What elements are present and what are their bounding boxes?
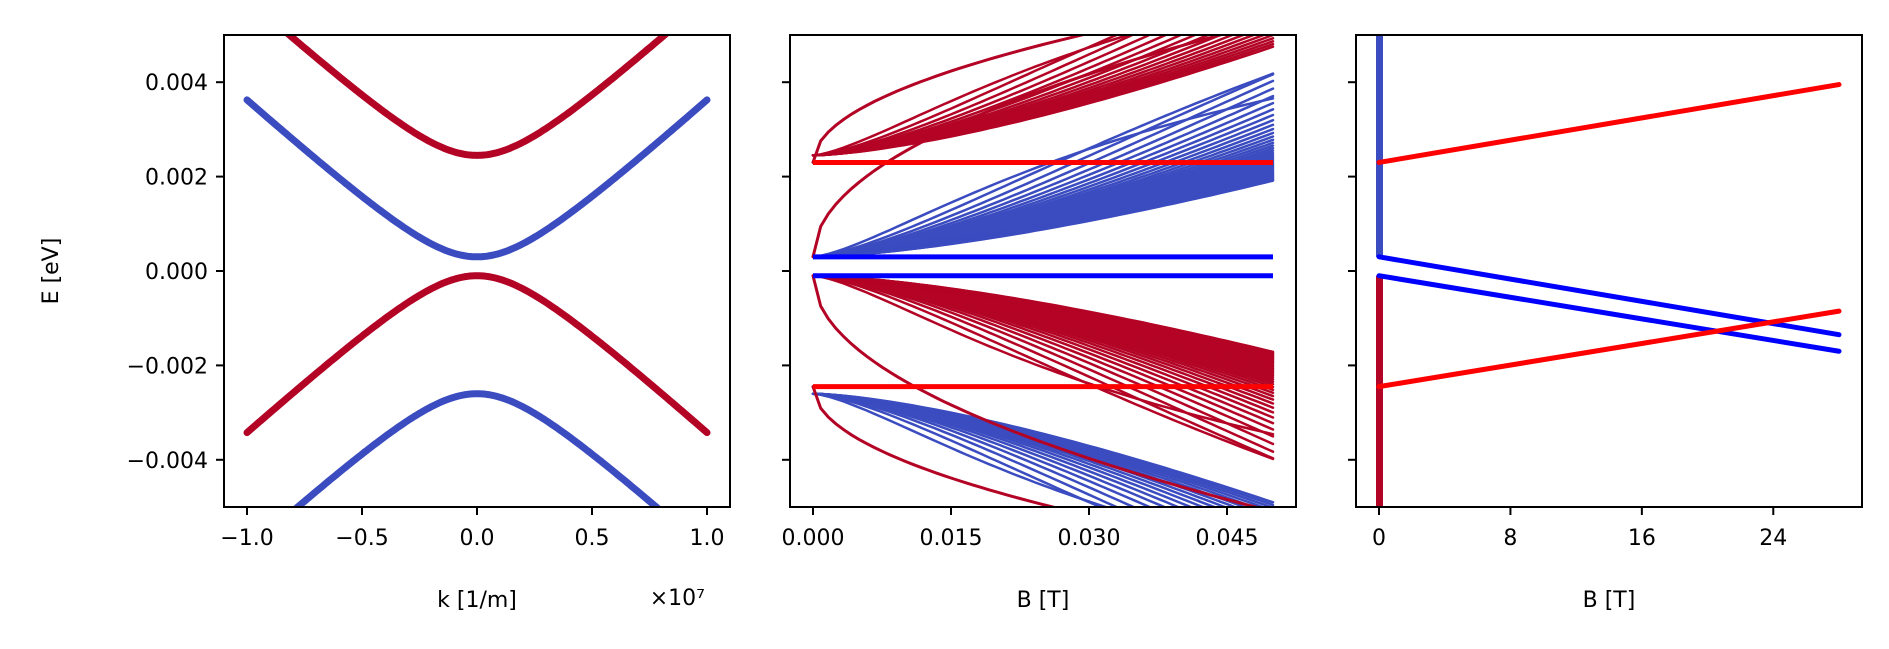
level-line-2 — [1376, 273, 1842, 354]
band-curve-3 — [292, 390, 662, 507]
panel-band-dispersion: −1.0 −0.5 0.0 0.5 1.0 −0.004 −0.002 0.000 0.002 0… — [39, 34, 731, 613]
fan-level-1-1 — [811, 35, 1133, 157]
y-tick-label-0: −0.004 — [127, 449, 208, 474]
level-line-0 — [1376, 82, 1842, 165]
y-tick-label-2: 0.000 — [145, 260, 208, 285]
fan-level-1-2 — [811, 35, 1120, 157]
x-tick-label-1-3: 0.5 — [575, 526, 610, 551]
x-axis-label-2: B [T] — [1017, 588, 1070, 613]
panel-landau-high-field: 0 8 16 24 B [T] — [1348, 34, 1863, 613]
fan-level-3-3 — [811, 392, 1120, 507]
band-curve-0 — [283, 35, 671, 159]
fan-level-1-4 — [811, 35, 1153, 157]
fan-level-0-3 — [811, 73, 1275, 259]
fan-level-0-40 — [811, 179, 1275, 259]
vertical-band-0 — [1376, 35, 1383, 257]
x-tick-label-3-3: 24 — [1759, 526, 1787, 551]
fan-level-2-2 — [811, 274, 1275, 461]
x-tick-label-2-3: 0.045 — [1196, 526, 1259, 551]
fan-level-3-4 — [811, 392, 1137, 507]
y-tick-label-1: −0.002 — [127, 354, 208, 379]
fan-level-2-4 — [811, 274, 1275, 453]
fan-level-0-4 — [811, 79, 1275, 259]
plot-area-1 — [243, 35, 711, 507]
x-offset-text: ×10⁷ — [650, 586, 705, 611]
x-tick-label-1-4: 1.0 — [690, 526, 725, 551]
band-curve-1 — [243, 96, 711, 261]
fan-level-3-1 — [811, 392, 1110, 507]
x-tick-label-1-2: 0.0 — [460, 526, 495, 551]
fan-level-3-18 — [811, 392, 1275, 504]
x-tick-label-2-2: 0.030 — [1058, 526, 1121, 551]
fan-level-2-1 — [811, 274, 1275, 436]
x-tick-label-3-0: 0 — [1372, 526, 1386, 551]
fan-level-0-2 — [811, 72, 1275, 259]
highlight-level-3 — [811, 274, 1262, 507]
plot-area-3 — [1376, 35, 1842, 507]
x-tick-label-1-0: −1.0 — [220, 526, 273, 551]
fan-level-2-3 — [811, 274, 1275, 460]
x-axis-label-1: k [1/m] — [437, 588, 517, 613]
y-tick-label-3: 0.002 — [145, 166, 208, 191]
x-tick-label-3-2: 16 — [1628, 526, 1656, 551]
fan-level-1-3 — [811, 35, 1136, 157]
vertical-band-1 — [1376, 275, 1383, 507]
plot-area-2 — [811, 35, 1275, 507]
panel-landau-low-field: 0.000 0.015 0.030 0.045 B [T] — [782, 34, 1297, 613]
y-axis-label: E [eV] — [39, 238, 64, 305]
fan-level-3-2 — [811, 392, 1104, 507]
highlight-level-1 — [811, 385, 1059, 507]
y-tick-label-4: 0.004 — [145, 71, 208, 96]
highlight-level-0 — [811, 35, 1089, 164]
x-tick-label-3-1: 8 — [1503, 526, 1517, 551]
x-tick-label-1-1: −0.5 — [335, 526, 388, 551]
level-line-3 — [1376, 308, 1842, 390]
fan-level-2-40 — [811, 274, 1275, 354]
fan-level-1-18 — [811, 45, 1275, 157]
x-tick-label-2-0: 0.000 — [782, 526, 845, 551]
fan-level-0-1 — [811, 97, 1275, 259]
band-curve-2 — [243, 272, 711, 437]
x-axis-label-3: B [T] — [1583, 588, 1636, 613]
x-tick-label-2-1: 0.015 — [920, 526, 983, 551]
